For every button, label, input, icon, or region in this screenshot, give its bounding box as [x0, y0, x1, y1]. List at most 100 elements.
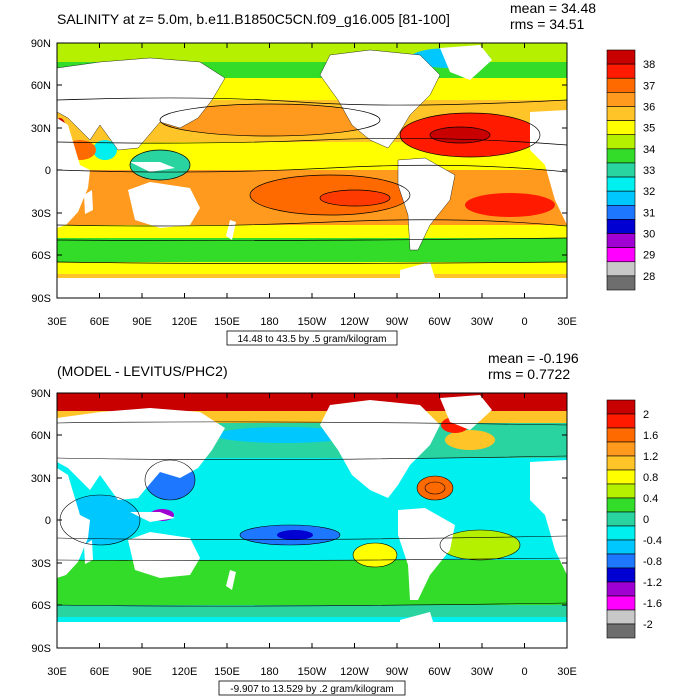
pacific-fresh-core — [277, 530, 313, 540]
lat-label: 0 — [45, 515, 51, 527]
lon-label: 120W — [340, 316, 369, 328]
north-pacific-max — [160, 104, 380, 136]
colorbar-label: -1.6 — [643, 598, 662, 610]
colorbar-swatch — [606, 525, 636, 541]
colorbar-swatch — [606, 567, 636, 583]
colorbar-swatch — [606, 623, 636, 639]
colorbar-label: 0.8 — [643, 472, 658, 484]
colorbar-swatch — [606, 497, 636, 513]
colorbar-label: 35 — [643, 123, 655, 135]
land-indonesia — [130, 162, 175, 172]
colorbar-swatch — [606, 427, 636, 443]
colorbar-swatch — [606, 483, 636, 499]
colorbar-swatch — [606, 595, 636, 611]
band-south-mid — [57, 225, 567, 240]
lon-label: 150E — [214, 316, 240, 328]
colorbar-swatch — [606, 247, 636, 263]
colorbar-label: 0 — [643, 514, 649, 526]
lat-label: 90S — [31, 643, 51, 655]
lat-label: 60N — [31, 80, 51, 92]
colorbar-label: 28 — [643, 271, 655, 283]
difference-ticks — [56, 392, 568, 649]
south-pacific-salty — [353, 543, 397, 567]
colorbar-swatch — [606, 162, 636, 178]
lon-label: 150W — [298, 666, 327, 678]
lon-label: 180 — [260, 316, 278, 328]
lon-label: 120E — [172, 666, 198, 678]
salinity-range-box — [226, 330, 398, 346]
colorbar-swatch — [606, 413, 636, 429]
salinity-title: SALINITY at z= 5.0m, b.e11.B1850C5CN.f09… — [57, 11, 450, 27]
lon-label: 30W — [471, 316, 494, 328]
salinity-rms: rms = 34.51 — [510, 16, 585, 32]
lat-label: 90N — [31, 388, 51, 400]
lat-label: 90S — [31, 293, 51, 305]
salinity-map — [57, 43, 567, 298]
lat-label: 30N — [31, 123, 51, 135]
pacific-core — [320, 190, 390, 206]
colorbar-label: -0.8 — [643, 556, 662, 568]
colorbar-label: 1.6 — [643, 430, 658, 442]
colorbar-swatch — [606, 134, 636, 150]
contour-lines — [57, 421, 567, 607]
colorbar-swatch — [606, 148, 636, 164]
colorbar-label: -0.4 — [643, 535, 662, 547]
difference-colorbar: 2 1.6 1.2 0.8 0.4 0 -0.4 -0.8 -1.2 -1.6 -2 — [606, 399, 662, 639]
salinity-lon-labels: 30E 60E 90E 120E 150E 180 150W 120W 90W … — [47, 316, 577, 328]
colorbar-swatch — [606, 233, 636, 248]
colorbar-label: 1.2 — [643, 451, 658, 463]
lon-label: 30E — [557, 666, 577, 678]
bay-of-bengal — [93, 140, 117, 160]
land-madagascar — [84, 190, 93, 214]
lon-label: 150E — [214, 666, 240, 678]
colorbar-label: 38 — [643, 59, 655, 71]
colorbar-swatch — [606, 455, 636, 471]
land-eurasia — [57, 58, 225, 150]
difference-rms: rms = 0.7722 — [488, 366, 570, 382]
colorbar-swatch — [606, 441, 636, 457]
colorbar-label: 0.4 — [643, 493, 658, 505]
colorbar-label: 30 — [643, 229, 655, 241]
colorbar-label: 32 — [643, 186, 655, 198]
salinity-mean: mean = 34.48 — [510, 0, 596, 16]
colorbar-swatch — [606, 539, 636, 555]
lat-label: 30S — [31, 558, 51, 570]
band-southern — [57, 560, 567, 605]
land-antarctic-peninsula — [400, 262, 435, 280]
lat-label: 60N — [31, 430, 51, 442]
colorbar-label: 29 — [643, 250, 655, 262]
difference-lon-labels: 30E 60E 90E 120E 150E 180 150W 120W 90W … — [47, 666, 577, 678]
north-atlantic-salty — [445, 430, 495, 450]
south-atlantic-max — [465, 193, 555, 217]
colorbar-label: 37 — [643, 80, 655, 92]
land-greenland — [440, 45, 492, 80]
colorbar-swatch — [606, 553, 636, 569]
difference-map — [57, 393, 567, 648]
colorbar-swatch — [606, 581, 636, 597]
difference-lat-labels: 90N 60N 30N 0 30S 60S 90S — [31, 388, 51, 655]
north-pacific-salty — [215, 427, 355, 443]
land-africa — [57, 118, 90, 228]
salinity-panel: SALINITY at z= 5.0m, b.e11.B1850C5CN.f09… — [31, 0, 655, 346]
lon-label: 30E — [47, 316, 67, 328]
lat-label: 60S — [31, 250, 51, 262]
colorbar-swatch — [606, 120, 636, 136]
gulf-of-mexico — [417, 476, 453, 500]
colorbar-swatch — [606, 261, 636, 277]
land-south-america — [398, 158, 455, 250]
lat-label: 90N — [31, 38, 51, 50]
colorbar-swatch — [606, 176, 636, 192]
difference-range-label: -9.907 to 13.529 by .2 gram/kilogram — [230, 684, 393, 695]
colorbar-swatch — [606, 190, 636, 206]
salinity-ticks — [56, 42, 568, 299]
colorbar-label: 33 — [643, 165, 655, 177]
lon-label: 60W — [428, 316, 451, 328]
lon-label: 60E — [90, 666, 110, 678]
colorbar-label: 34 — [643, 144, 655, 156]
colorbar-swatch — [606, 609, 636, 625]
colorbar-swatch — [606, 106, 636, 121]
difference-mean: mean = -0.196 — [488, 350, 579, 366]
lat-label: 0 — [45, 165, 51, 177]
lon-label: 30E — [47, 666, 67, 678]
